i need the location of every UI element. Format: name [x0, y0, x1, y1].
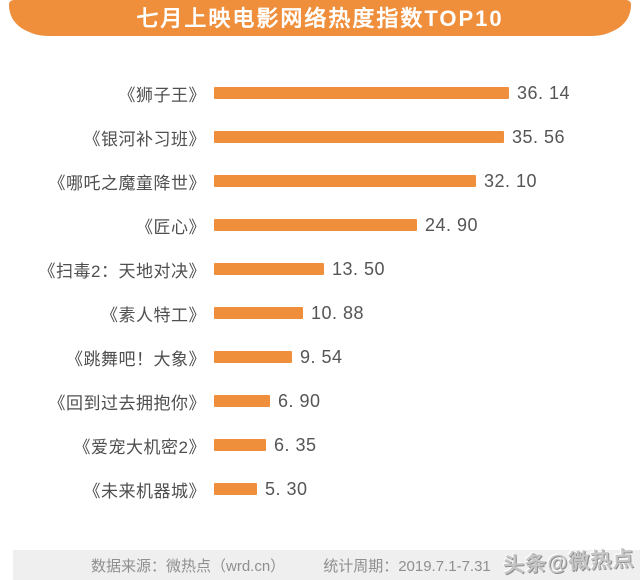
bar-value-label: 32. 10 [484, 170, 538, 191]
bar-value-label: 9. 54 [300, 346, 343, 367]
data-source-label: 数据来源：微热点（wrd.cn） [91, 557, 286, 575]
bar-row: 《哪吒之魔童降世》 32. 10 [0, 159, 640, 203]
bar [214, 131, 504, 143]
bar [214, 307, 303, 319]
bar-category-label: 《跳舞吧！大象》 [66, 349, 206, 369]
bar-category-label: 《银河补习班》 [83, 129, 206, 149]
bar-rows: 《狮子王》 36. 14 《银河补习班》 35. 56 《哪吒之魔童降世》 32… [0, 71, 640, 511]
bar-row: 《银河补习班》 35. 56 [0, 115, 640, 159]
bar-value-label: 35. 56 [512, 126, 566, 147]
bar-row: 《跳舞吧！大象》 9. 54 [0, 335, 640, 379]
bar-value-label: 36. 14 [517, 82, 571, 103]
bar-row: 《扫毒2：天地对决》 13. 50 [0, 247, 640, 291]
bar [214, 87, 509, 99]
page-title: 七月上映电影网络热度指数TOP10 [136, 6, 504, 31]
bar-category-label: 《匠心》 [136, 217, 206, 237]
stat-period-label: 统计周期：2019.7.1-7.31 [323, 557, 491, 575]
bar-value-label: 24. 90 [425, 214, 479, 235]
bar-row: 《回到过去拥抱你》 6. 90 [0, 379, 640, 423]
bar [214, 483, 257, 495]
bar-category-label: 《素人特工》 [101, 305, 206, 325]
header-banner: 七月上映电影网络热度指数TOP10 [0, 0, 640, 40]
bar-category-label: 《爱宠大机密2》 [73, 437, 206, 457]
bar [214, 175, 476, 187]
bar-value-label: 10. 88 [311, 302, 365, 323]
banner-ribbon-shape [9, 0, 631, 36]
bar-row: 《爱宠大机密2》 6. 35 [0, 423, 640, 467]
bar-value-label: 6. 35 [274, 434, 317, 455]
bar-category-label: 《扫毒2：天地对决》 [38, 261, 206, 281]
bar-category-label: 《哪吒之魔童降世》 [48, 173, 206, 193]
footer-bar: 数据来源：微热点（wrd.cn） 统计周期：2019.7.1-7.31 [13, 550, 640, 580]
bar-row: 《未来机器城》 5. 30 [0, 467, 640, 511]
bar [214, 219, 417, 231]
bar-value-label: 5. 30 [265, 478, 308, 499]
bar-row: 《素人特工》 10. 88 [0, 291, 640, 335]
bar-value-label: 13. 50 [332, 258, 386, 279]
banner-ribbon-path [9, 0, 631, 36]
bar [214, 439, 266, 451]
bar-row: 《狮子王》 36. 14 [0, 71, 640, 115]
bar-row: 《匠心》 24. 90 [0, 203, 640, 247]
bar-category-label: 《未来机器城》 [83, 481, 206, 501]
bar [214, 263, 324, 275]
bar-category-label: 《狮子王》 [118, 85, 206, 105]
bar [214, 395, 270, 407]
bar-category-label: 《回到过去拥抱你》 [48, 393, 206, 413]
bar-value-label: 6. 90 [278, 390, 321, 411]
bar [214, 351, 292, 363]
